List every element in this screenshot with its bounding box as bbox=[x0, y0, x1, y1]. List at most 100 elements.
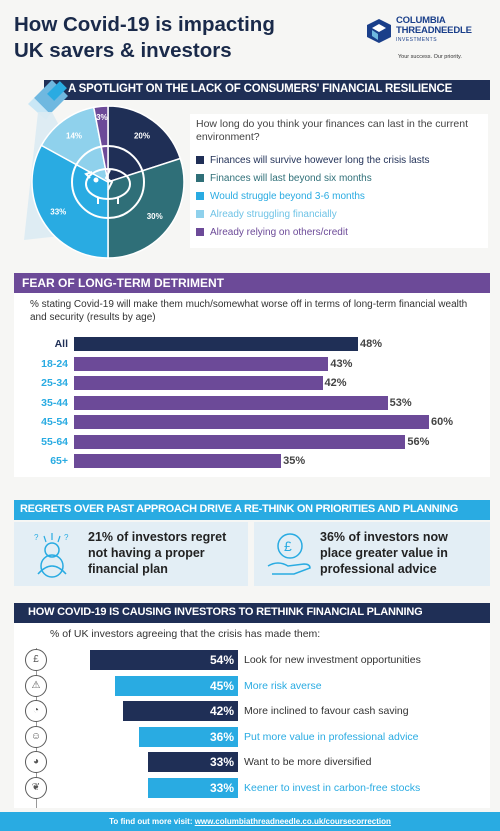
footer: To find out more visit: www.columbiathre… bbox=[0, 812, 500, 831]
rethink-bar-label: Put more value in professional advice bbox=[244, 730, 419, 743]
legend-swatch bbox=[196, 192, 204, 200]
legend-item: Would struggle beyond 3-6 months bbox=[196, 191, 365, 205]
logo-mark-icon bbox=[367, 19, 391, 43]
age-bar-value: 42% bbox=[324, 377, 347, 389]
rethink-bar-label: Look for new investment opportunities bbox=[244, 654, 421, 666]
rethink-bar-value: 45% bbox=[209, 678, 234, 693]
age-category-label: 45-54 bbox=[41, 416, 68, 428]
age-bar-value: 56% bbox=[407, 435, 430, 448]
legend-swatch bbox=[196, 174, 204, 182]
page-title: How Covid-19 is impacting UK savers & in… bbox=[14, 12, 314, 64]
legend-label: Finances will survive however long the c… bbox=[210, 155, 430, 166]
section2-heading: FEAR OF LONG-TERM DETRIMENT bbox=[14, 273, 490, 293]
advisor-icon: ☺ bbox=[25, 725, 47, 748]
section1-panel bbox=[190, 114, 488, 248]
age-category-label: 35-44 bbox=[41, 396, 68, 409]
age-bar bbox=[74, 376, 323, 390]
age-bar-value: 43% bbox=[330, 357, 353, 370]
age-bar bbox=[74, 434, 406, 449]
age-category-label: 18-24 bbox=[41, 357, 68, 370]
pound-hand-icon: £ bbox=[267, 533, 311, 575]
pie-slice-label: 30% bbox=[147, 212, 163, 221]
section3-heading: REGRETS OVER PAST APPROACH DRIVE A RE-TH… bbox=[14, 500, 490, 520]
money-hand-icon: £ bbox=[25, 649, 47, 671]
pie-chart-icon: ◕ bbox=[25, 751, 47, 773]
age-bar-value: 48% bbox=[360, 338, 383, 350]
title-line-1: How Covid-19 is impacting bbox=[14, 13, 275, 36]
rethink-bar-value: 33% bbox=[209, 755, 234, 769]
pie-slice bbox=[92, 105, 109, 183]
age-bar-value: 60% bbox=[431, 416, 454, 428]
age-category-label: 65+ bbox=[50, 455, 68, 467]
age-category-label: 55-64 bbox=[41, 435, 68, 448]
age-bar bbox=[74, 415, 429, 429]
rethink-bar bbox=[139, 726, 238, 747]
logo-name: COLUMBIA THREADNEEDLE bbox=[396, 15, 472, 36]
age-bar bbox=[74, 337, 358, 351]
broken-piggy-bank-icon bbox=[84, 168, 131, 204]
columbia-threadneedle-logo: COLUMBIA THREADNEEDLE INVESTMENTS Your s… bbox=[366, 14, 490, 64]
legend-item: Finances will last beyond six months bbox=[196, 173, 372, 187]
pie-slice-label: 14% bbox=[66, 131, 82, 140]
section4-note: % of UK investors agreeing that the cris… bbox=[50, 628, 321, 640]
section2-note: % stating Covid-19 will make them much/s… bbox=[30, 299, 468, 323]
section1-question: How long do you think your finances can … bbox=[196, 118, 468, 143]
rethink-bar-value: 42% bbox=[209, 704, 234, 718]
rethink-bar bbox=[147, 752, 238, 772]
age-bar bbox=[74, 356, 329, 371]
pie-slice-label: 3% bbox=[96, 113, 108, 122]
logo-tagline: Your success. Our priority. bbox=[398, 54, 462, 60]
footer-text: To find out more visit: bbox=[109, 817, 195, 826]
pie-chart: 20% 30% 33% 14% 3% bbox=[31, 105, 185, 259]
section1-heading: A SPOTLIGHT ON THE LACK OF CONSUMERS' FI… bbox=[44, 80, 490, 100]
pie-slice bbox=[40, 106, 110, 184]
legend-swatch bbox=[196, 156, 204, 164]
legend-item: Already struggling financially bbox=[196, 209, 337, 223]
svg-text:?: ? bbox=[34, 533, 39, 542]
legend-item: Finances will survive however long the c… bbox=[196, 155, 430, 169]
age-bar bbox=[74, 454, 282, 468]
rethink-bar bbox=[122, 701, 238, 721]
svg-text:£: £ bbox=[284, 538, 292, 554]
regret-stat-text: 21% of investors regret not having a pro… bbox=[88, 530, 227, 576]
rethink-bar bbox=[90, 650, 238, 670]
confused-person-icon: ? ? bbox=[34, 533, 69, 578]
pie-slice bbox=[107, 105, 182, 184]
legend-label: Already relying on others/credit bbox=[210, 227, 348, 238]
rethink-bar-label: Keener to invest in carbon-free stocks bbox=[244, 781, 421, 794]
rethink-bar-value: 36% bbox=[209, 729, 234, 744]
legend-item: Already relying on others/credit bbox=[196, 227, 348, 241]
rethink-bar-value: 54% bbox=[209, 653, 234, 667]
advice-stat-panel: £ 36% of investors now place greater val… bbox=[254, 522, 490, 586]
legend-swatch bbox=[196, 210, 204, 218]
section4-heading: HOW COVID-19 IS CAUSING INVESTORS TO RET… bbox=[14, 603, 490, 623]
warning-icon: ⚠ bbox=[25, 674, 47, 697]
rethink-bar bbox=[147, 777, 238, 798]
title-line-2: UK savers & investors bbox=[14, 39, 232, 62]
footer-link[interactable]: www.columbiathreadneedle.co.uk/coursecor… bbox=[194, 817, 391, 826]
age-bar-value: 35% bbox=[283, 455, 306, 467]
age-bar bbox=[74, 395, 388, 410]
pie-slice-label: 20% bbox=[134, 131, 150, 140]
legend-label: Finances will last beyond six months bbox=[210, 173, 372, 184]
age-bar-value: 53% bbox=[389, 396, 412, 409]
piggy-bank-icon: ◔ bbox=[25, 700, 47, 722]
regret-stat-panel: ? ? 21% of investors regret not having a… bbox=[14, 522, 248, 586]
legend-label: Would struggle beyond 3-6 months bbox=[210, 191, 365, 202]
advice-stat-text: 36% of investors now place greater value… bbox=[320, 530, 448, 576]
rethink-bar-value: 33% bbox=[209, 780, 234, 795]
rethink-bar-label: Want to be more diversified bbox=[244, 756, 372, 768]
pie-inner-ring bbox=[71, 145, 145, 219]
rethink-bar-label: More inclined to favour cash saving bbox=[244, 705, 409, 717]
logo-sub: INVESTMENTS bbox=[396, 37, 438, 43]
age-category-label: All bbox=[54, 338, 68, 350]
rethink-bar bbox=[114, 675, 238, 696]
legend-label: Already struggling financially bbox=[210, 209, 337, 220]
pie-slice bbox=[107, 157, 185, 259]
age-category-label: 25-34 bbox=[41, 377, 68, 389]
rethink-bar-label: More risk averse bbox=[244, 679, 322, 692]
leaf-icon: ❦ bbox=[25, 776, 47, 799]
legend-swatch bbox=[196, 228, 204, 236]
svg-text:?: ? bbox=[64, 533, 69, 542]
pie-slice-label: 33% bbox=[50, 207, 66, 216]
